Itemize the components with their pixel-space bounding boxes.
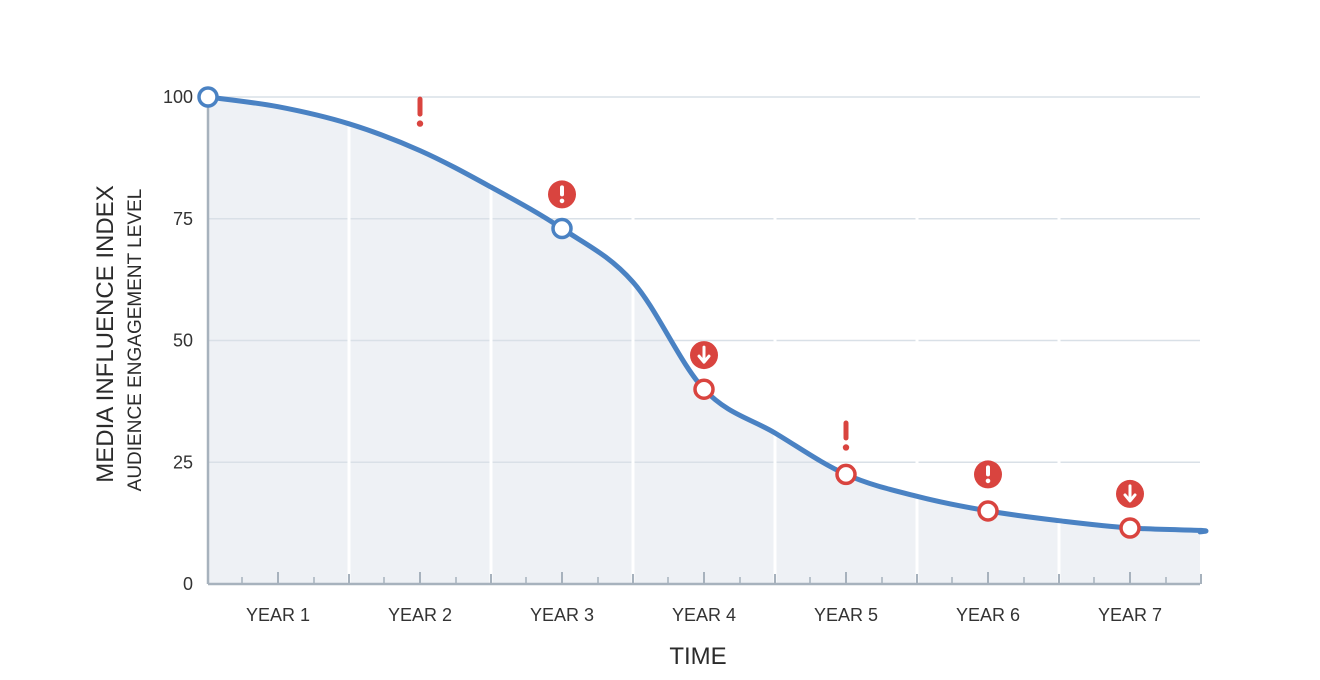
y-tick-label-25: 25 (173, 452, 193, 472)
y-axis-title: MEDIA INFLUENCE INDEX (92, 185, 119, 482)
down-arrow (1123, 484, 1137, 503)
data-point-marker-3[interactable] (693, 378, 715, 400)
y-tick-label-75: 75 (173, 209, 193, 229)
x-tick-label-7: YEAR 7 (1098, 605, 1162, 625)
y-tick-label-0: 0 (183, 574, 193, 594)
y-tick-label-100: 100 (163, 87, 193, 107)
down-arrow-circle-icon (1116, 479, 1144, 508)
data-point-marker-4[interactable] (835, 463, 857, 486)
exclamation-dot (559, 198, 565, 204)
data-point-marker-2[interactable] (551, 217, 573, 240)
exclamation-dot (985, 478, 991, 484)
exclamation-bar (560, 185, 564, 197)
x-tick-label-3: YEAR 3 (530, 605, 594, 625)
exclamation-icon (416, 96, 424, 127)
data-point-marker-1[interactable] (197, 86, 219, 108)
data-point-marker-5[interactable] (977, 500, 999, 522)
exclamation-bar (843, 420, 849, 441)
x-tick-label-6: YEAR 6 (956, 605, 1020, 625)
exclamation-icon (842, 420, 850, 451)
x-tick-label-5: YEAR 5 (814, 605, 878, 625)
data-point-marker-6[interactable] (1119, 517, 1141, 539)
exclamation-circle-icon (974, 460, 1002, 489)
exclamation-circle-icon (548, 180, 576, 209)
x-axis-title: TIME (669, 643, 726, 670)
series-line (205, 94, 1209, 535)
x-tick-label-4: YEAR 4 (672, 605, 736, 625)
exclamation-bar (417, 96, 423, 117)
down-arrow-circle-icon (690, 341, 718, 370)
down-arrow (697, 345, 711, 364)
exclamation-dot (416, 120, 424, 127)
exclamation-dot (842, 444, 850, 451)
x-tick-label-1: YEAR 1 (246, 605, 310, 625)
y-tick-label-50: 50 (173, 331, 193, 351)
y-axis-subtitle: AUDIENCE ENGAGEMENT LEVEL (125, 189, 146, 492)
x-tick-label-2: YEAR 2 (388, 605, 452, 625)
exclamation-bar (986, 465, 990, 477)
